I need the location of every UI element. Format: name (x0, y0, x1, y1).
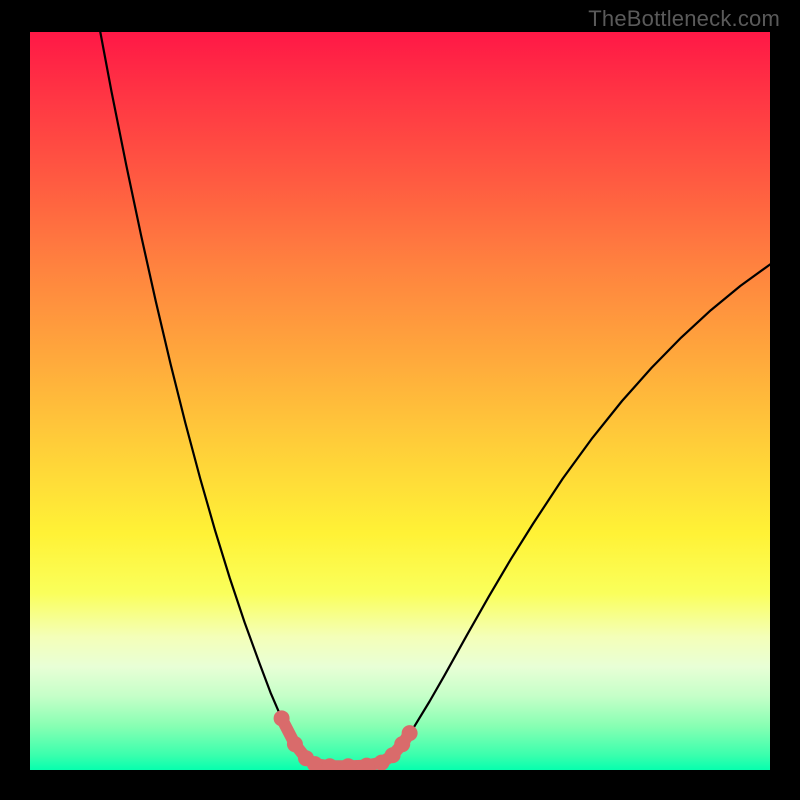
plot-area (30, 32, 770, 770)
bottleneck-curve (100, 32, 770, 766)
marker-dot (287, 736, 303, 752)
source-watermark: TheBottleneck.com (588, 6, 780, 32)
bottleneck-curve-chart (30, 32, 770, 770)
marker-dot (402, 725, 418, 741)
marker-dot (340, 758, 356, 770)
marker-dot (274, 710, 290, 726)
chart-frame: TheBottleneck.com (0, 0, 800, 800)
